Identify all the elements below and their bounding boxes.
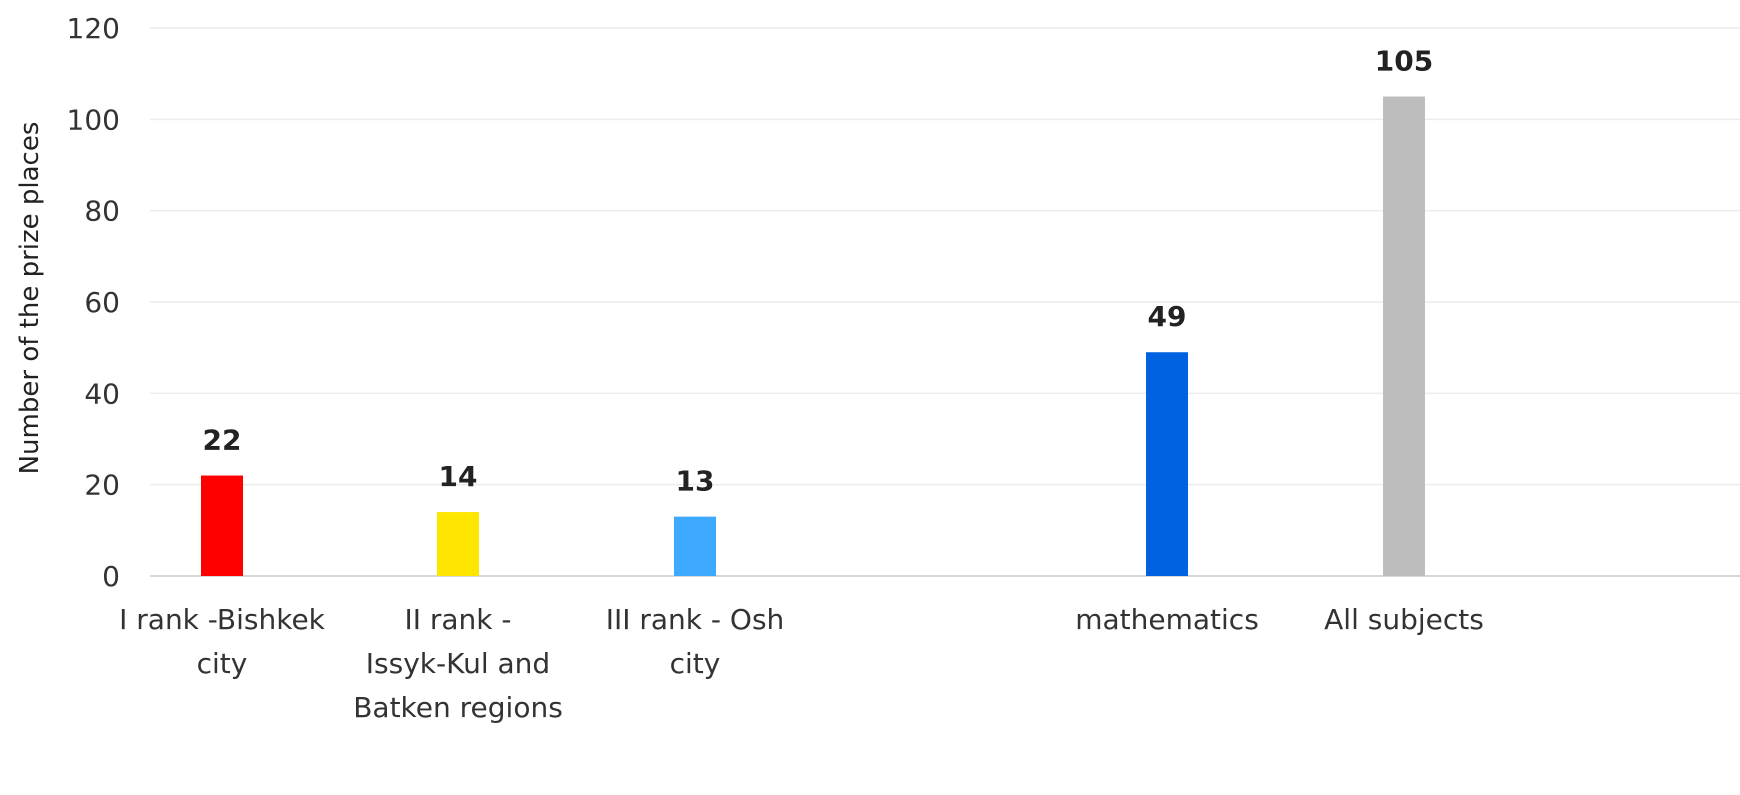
bars <box>201 96 1425 576</box>
category-label-2-line-3: Batken regions <box>353 691 563 724</box>
data-label-3: 13 <box>676 465 715 498</box>
bar-3 <box>674 516 716 576</box>
category-label-4: mathematics <box>1075 603 1259 636</box>
category-label-5: All subjects <box>1324 603 1484 636</box>
y-tick-label-20: 20 <box>84 469 120 502</box>
y-tick-label-100: 100 <box>67 103 120 136</box>
category-label-2-line-2: Issyk-Kul and <box>366 647 550 680</box>
y-axis-title: Number of the prize places <box>15 122 45 475</box>
data-label-4: 49 <box>1148 300 1187 333</box>
data-label-2: 14 <box>439 460 478 493</box>
category-label-5-line-1: All subjects <box>1324 603 1484 636</box>
category-label-1-line-1: I rank -Bishkek <box>119 603 326 636</box>
category-label-3-line-1: III rank - Osh <box>606 603 785 636</box>
bar-5 <box>1383 96 1425 576</box>
category-label-1: I rank -Bishkek city <box>119 603 326 680</box>
category-label-2-line-1: II rank - <box>404 603 511 636</box>
data-labels: 22 14 13 49 105 <box>203 45 1434 498</box>
data-label-1: 22 <box>203 424 242 457</box>
bar-4 <box>1146 352 1188 576</box>
category-label-1-line-2: city <box>197 647 248 680</box>
bar-1 <box>201 475 243 576</box>
y-tick-label-60: 60 <box>84 286 120 319</box>
category-labels: I rank -Bishkek city II rank - Issyk-Kul an… <box>119 603 1484 724</box>
bar-2 <box>437 512 479 576</box>
y-axis-tick-labels: 0 20 40 60 80 100 120 <box>67 12 120 593</box>
data-label-5: 105 <box>1375 45 1433 78</box>
y-tick-label-80: 80 <box>84 195 120 228</box>
category-label-3-line-2: city <box>670 647 721 680</box>
category-label-3: III rank - Osh city <box>606 603 785 680</box>
y-tick-label-120: 120 <box>67 12 120 45</box>
y-tick-label-0: 0 <box>102 560 120 593</box>
gridlines <box>150 27 1740 577</box>
category-label-4-line-1: mathematics <box>1075 603 1259 636</box>
y-tick-label-40: 40 <box>84 377 120 410</box>
category-label-2: II rank - Issyk-Kul and Batken regions <box>353 603 563 724</box>
